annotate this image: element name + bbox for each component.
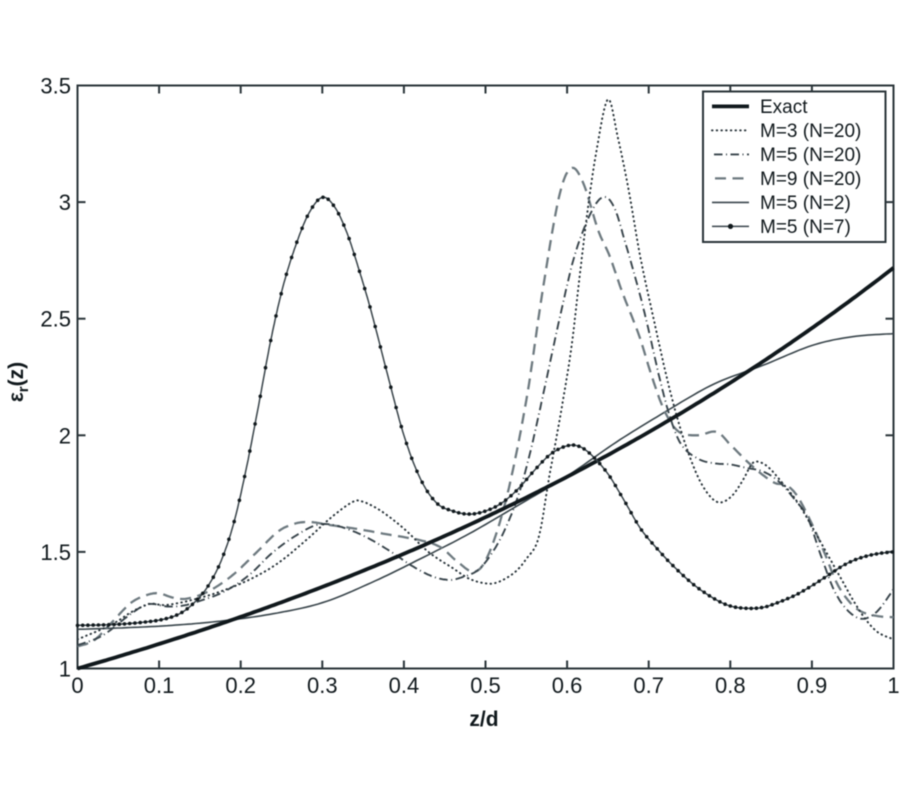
svg-text:2.5: 2.5 — [40, 307, 71, 332]
svg-text:0.4: 0.4 — [389, 673, 420, 698]
svg-text:0.3: 0.3 — [307, 673, 338, 698]
svg-text:εr(z): εr(z) — [5, 362, 32, 402]
svg-text:0.2: 0.2 — [225, 673, 256, 698]
svg-text:M=9 (N=20): M=9 (N=20) — [760, 169, 861, 190]
svg-text:M=3 (N=20): M=3 (N=20) — [760, 121, 861, 142]
svg-text:0.6: 0.6 — [552, 673, 583, 698]
svg-text:3: 3 — [59, 190, 71, 215]
svg-text:z/d: z/d — [469, 708, 498, 731]
svg-text:M=5 (N=7): M=5 (N=7) — [760, 217, 851, 238]
svg-text:M=5 (N=20): M=5 (N=20) — [760, 145, 861, 166]
svg-text:Exact: Exact — [760, 97, 808, 118]
svg-text:0: 0 — [71, 673, 83, 698]
svg-text:1.5: 1.5 — [40, 540, 71, 565]
svg-text:3.5: 3.5 — [40, 74, 71, 99]
svg-text:2: 2 — [59, 423, 71, 448]
svg-text:0.1: 0.1 — [144, 673, 175, 698]
svg-text:0.5: 0.5 — [470, 673, 501, 698]
svg-text:M=5 (N=2): M=5 (N=2) — [760, 193, 851, 214]
svg-text:0.9: 0.9 — [797, 673, 828, 698]
svg-text:0.7: 0.7 — [633, 673, 664, 698]
svg-text:0.8: 0.8 — [715, 673, 746, 698]
svg-text:1: 1 — [887, 673, 899, 698]
svg-text:1: 1 — [59, 657, 71, 682]
